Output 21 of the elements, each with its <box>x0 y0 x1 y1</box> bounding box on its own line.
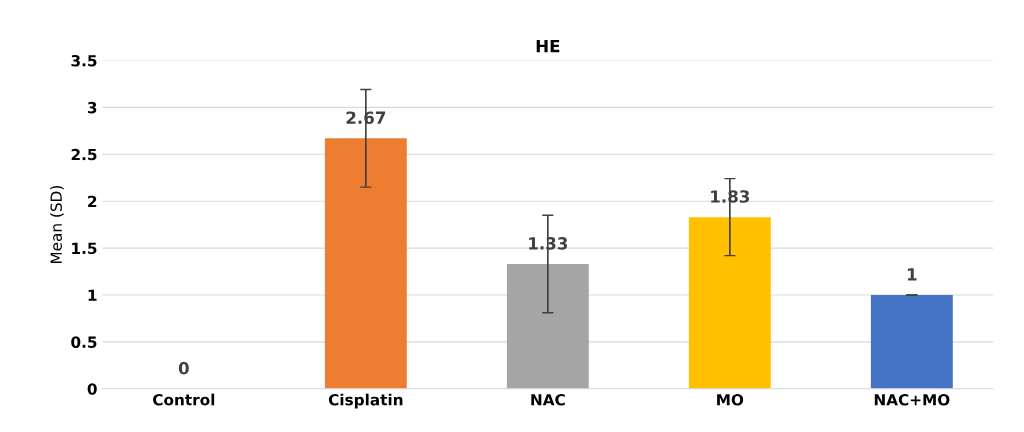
y-tick-label: 3.5 <box>71 54 97 67</box>
y-tick-label: 2.5 <box>71 148 97 161</box>
y-tick-label: 3 <box>87 101 97 114</box>
chart-title: HE <box>536 40 560 53</box>
data-label: 1 <box>907 268 917 281</box>
data-label: 0 <box>178 361 189 375</box>
bar <box>324 138 407 389</box>
y-tick-label: 1.5 <box>72 242 97 255</box>
y-axis-title: Mean (SD) <box>50 186 64 264</box>
x-tick-label: NAC+MO <box>874 393 950 406</box>
x-tick-label: Cisplatin <box>328 393 403 409</box>
x-tick-label: MO <box>717 393 744 406</box>
x-tick-label: Control <box>153 393 215 406</box>
bar <box>688 217 771 389</box>
bar <box>870 294 953 389</box>
y-tick-label: 2 <box>88 195 97 207</box>
y-tick-label: 0.5 <box>71 336 97 348</box>
bar <box>506 264 589 389</box>
x-tick-label: NAC <box>531 393 565 406</box>
y-tick-label: 1 <box>88 289 97 301</box>
y-tick-label: 0 <box>87 383 97 395</box>
